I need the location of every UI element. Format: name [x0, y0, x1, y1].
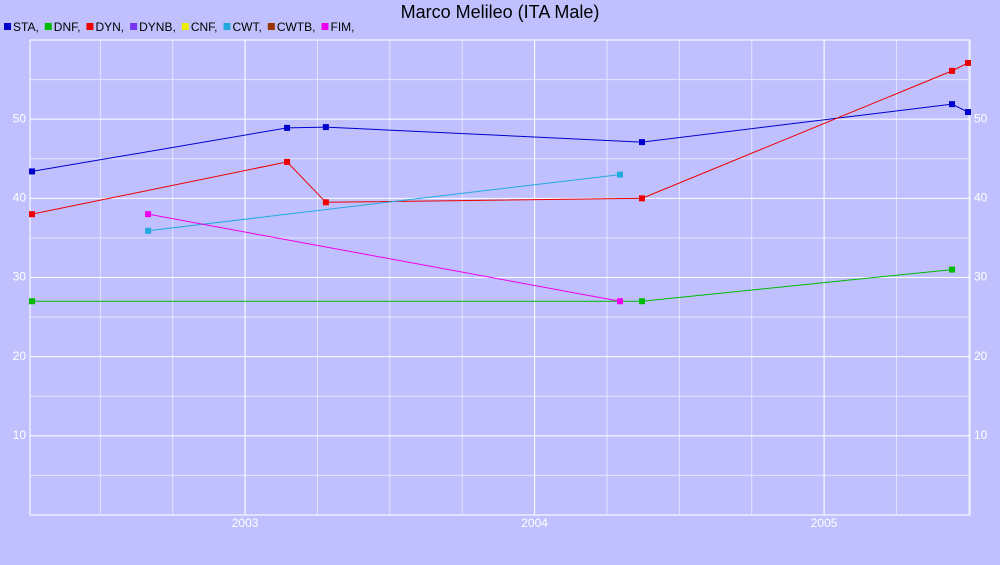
y2-tick-label: 50	[974, 111, 988, 125]
legend-swatch	[4, 23, 11, 30]
legend-label: STA,	[13, 20, 39, 34]
x-tick-label: 2004	[521, 516, 548, 530]
data-point	[322, 199, 329, 206]
data-point	[616, 171, 623, 178]
y-tick-label: 20	[13, 349, 27, 363]
y2-tick-label: 40	[974, 191, 988, 205]
data-point	[145, 211, 152, 218]
data-point	[638, 298, 645, 305]
x-tick-label: 2003	[232, 516, 259, 530]
data-point	[145, 227, 152, 234]
y2-tick-label: 10	[974, 428, 988, 442]
y2-tick-label: 30	[974, 270, 988, 284]
data-point	[949, 101, 956, 108]
data-point	[29, 298, 36, 305]
y-tick-label: 30	[13, 270, 27, 284]
legend-swatch	[267, 23, 275, 30]
legend-label: CWT,	[232, 20, 261, 34]
legend-swatch	[321, 23, 329, 30]
data-point	[638, 195, 645, 202]
y2-tick-label: 20	[974, 349, 988, 363]
data-point	[616, 298, 623, 305]
y-tick-label: 50	[13, 111, 27, 125]
legend-swatch	[86, 23, 94, 30]
data-point	[284, 124, 291, 131]
legend-swatch	[223, 23, 231, 30]
data-point	[322, 124, 329, 131]
y-tick-label: 40	[13, 191, 27, 205]
legend-swatch	[130, 23, 138, 30]
data-point	[964, 109, 971, 116]
legend-label: DYNB,	[139, 20, 176, 34]
chart-title: Marco Melileo (ITA Male)	[401, 2, 600, 22]
data-point	[964, 59, 971, 66]
series-line	[148, 174, 621, 232]
legend-swatch	[44, 23, 52, 30]
legend-label: CWTB,	[277, 20, 316, 34]
legend-swatch	[181, 23, 189, 30]
y-tick-label: 10	[13, 428, 27, 442]
plot-frame	[29, 39, 971, 516]
data-point	[949, 266, 956, 273]
data-point	[29, 211, 36, 218]
legend-label: CNF,	[191, 20, 218, 34]
legend-label: DYN,	[95, 20, 124, 34]
data-point	[638, 139, 645, 146]
legend-label: FIM,	[330, 20, 354, 34]
data-point	[284, 158, 291, 165]
legend-label: DNF,	[54, 20, 81, 34]
series-line	[148, 213, 621, 302]
x-tick-label: 2005	[811, 516, 838, 530]
data-point	[949, 67, 956, 74]
data-point	[29, 168, 36, 175]
